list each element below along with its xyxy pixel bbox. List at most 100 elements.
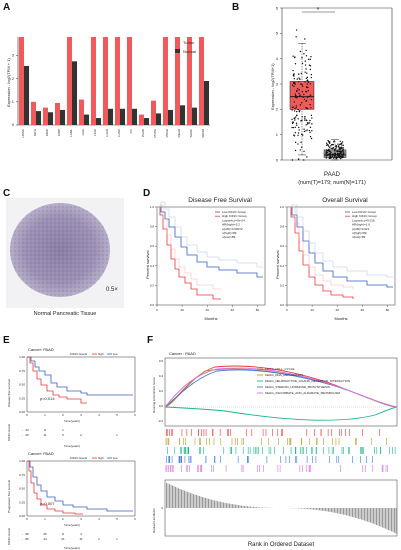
point-tumor	[305, 119, 307, 121]
panel-e-curves-and-ticks: 0.000.250.500.751.000 1 2 3 4 5 60.000.250.500…	[19, 355, 136, 541]
point-tumor	[306, 76, 309, 79]
point-tumor	[310, 73, 313, 76]
point-normal	[339, 157, 342, 160]
point-tumor	[305, 68, 307, 70]
os-high-ci	[287, 206, 354, 289]
legend-entry: n(high)=89	[352, 231, 367, 235]
risk-row-marker-low: -	[22, 433, 23, 437]
point-tumor	[311, 123, 313, 125]
panel-b-yticks: 0 1 2 3 4 5 6	[276, 5, 282, 162]
point-normal	[342, 151, 345, 153]
point-tumor	[307, 58, 310, 61]
bar-tumor-read	[174, 37, 180, 125]
f-hit-markers	[165, 429, 396, 472]
point-tumor	[293, 110, 296, 112]
point-tumor	[294, 126, 296, 129]
ytick-label: 0.2	[150, 283, 155, 287]
point-tumor	[301, 83, 303, 86]
panel-d-survival-plots: Disease Free Survival Overall Survival P…	[145, 197, 396, 321]
bar-normal-ov	[132, 108, 138, 125]
point-tumor	[291, 106, 294, 109]
legend-entry: n(high)=89	[222, 231, 237, 235]
point-tumor	[301, 85, 304, 87]
xtick-label: 3	[80, 517, 82, 521]
category-label: PAAD	[141, 128, 145, 137]
risk-count-low: 1	[116, 537, 118, 541]
point-tumor	[309, 136, 312, 138]
point-tumor	[305, 55, 308, 57]
ytick-label: 2	[276, 107, 279, 112]
risk-count-low: 89	[25, 537, 29, 541]
risk-count-low: 1	[116, 433, 118, 437]
point-tumor	[305, 124, 307, 126]
dfs-high-curve	[157, 206, 221, 300]
ytick-label: 0.4	[159, 374, 164, 378]
risk-count-low: 21	[61, 537, 65, 541]
point-tumor	[308, 95, 311, 97]
point-normal	[330, 156, 333, 158]
category-label: LGG	[81, 128, 85, 135]
f-yticks: -0.2 0.0 0.2 0.4 0.6	[158, 359, 164, 423]
point-normal	[337, 152, 339, 155]
f-xlabel: Rank in Ordered Dataset	[248, 542, 315, 548]
point-tumor	[306, 86, 308, 89]
bar-normal-laml	[72, 61, 78, 125]
point-tumor	[310, 114, 313, 117]
point-tumor	[299, 110, 301, 112]
dfs-ylabel: Percent survival	[145, 250, 150, 279]
point-tumor	[301, 62, 304, 65]
point-tumor	[294, 96, 297, 98]
point-tumor	[294, 132, 297, 134]
point-tumor	[294, 107, 296, 110]
category-label: KIRP	[57, 129, 61, 136]
point-tumor	[294, 141, 297, 144]
legend-title: KIF2C levels	[70, 456, 88, 460]
point-normal	[330, 147, 332, 150]
point-normal	[342, 156, 344, 159]
point-tumor	[308, 64, 311, 66]
point-tumor	[306, 156, 308, 158]
xtick-label: 20	[310, 308, 314, 312]
risk-count-low: 26	[25, 433, 29, 437]
point-tumor	[293, 135, 296, 137]
xtick-label: 20	[180, 308, 184, 312]
category-label: SKCM	[201, 129, 205, 138]
xtick-label: 0	[26, 517, 28, 521]
point-tumor	[291, 126, 293, 129]
category-label: KICH	[33, 129, 37, 136]
point-tumor	[294, 116, 297, 118]
point-tumor	[310, 107, 312, 109]
point-normal	[328, 150, 330, 152]
xtick-label: 1	[44, 517, 46, 521]
point-normal	[341, 155, 344, 157]
category-label: LIHC	[93, 128, 97, 136]
bar-tumor-sarc	[186, 37, 192, 125]
category-label: LUAD	[105, 128, 109, 137]
os-title: Overall Survival	[322, 197, 368, 204]
risk-count-high: 4	[80, 532, 82, 536]
point-tumor	[297, 134, 299, 136]
f-title: Cancer : PAAD	[169, 351, 196, 356]
point-tumor	[294, 82, 296, 84]
point-tumor	[299, 78, 301, 80]
point-normal	[339, 140, 341, 142]
point-tumor	[296, 124, 298, 126]
bar-normal-kirc	[48, 112, 54, 125]
e-top-low-curve	[27, 356, 133, 396]
point-tumor	[304, 117, 306, 119]
point-normal	[335, 145, 338, 148]
legend-swatch-normal	[175, 49, 180, 53]
point-normal	[328, 145, 330, 148]
legend-entry: High KIF2C Group	[222, 214, 247, 218]
legend-entry: High KIF2C Group	[352, 214, 377, 218]
point-tumor	[297, 108, 299, 111]
ytick-label: 0.00	[19, 410, 25, 414]
point-normal	[329, 145, 332, 147]
dfs-title: Disease Free Survival	[188, 197, 252, 204]
ytick-label: 0.6	[280, 244, 285, 248]
point-normal	[332, 143, 334, 146]
bar-normal-paad	[144, 118, 150, 125]
point-tumor	[298, 129, 300, 131]
enrichment-curve-2	[164, 406, 398, 421]
point-tumor	[295, 105, 298, 107]
